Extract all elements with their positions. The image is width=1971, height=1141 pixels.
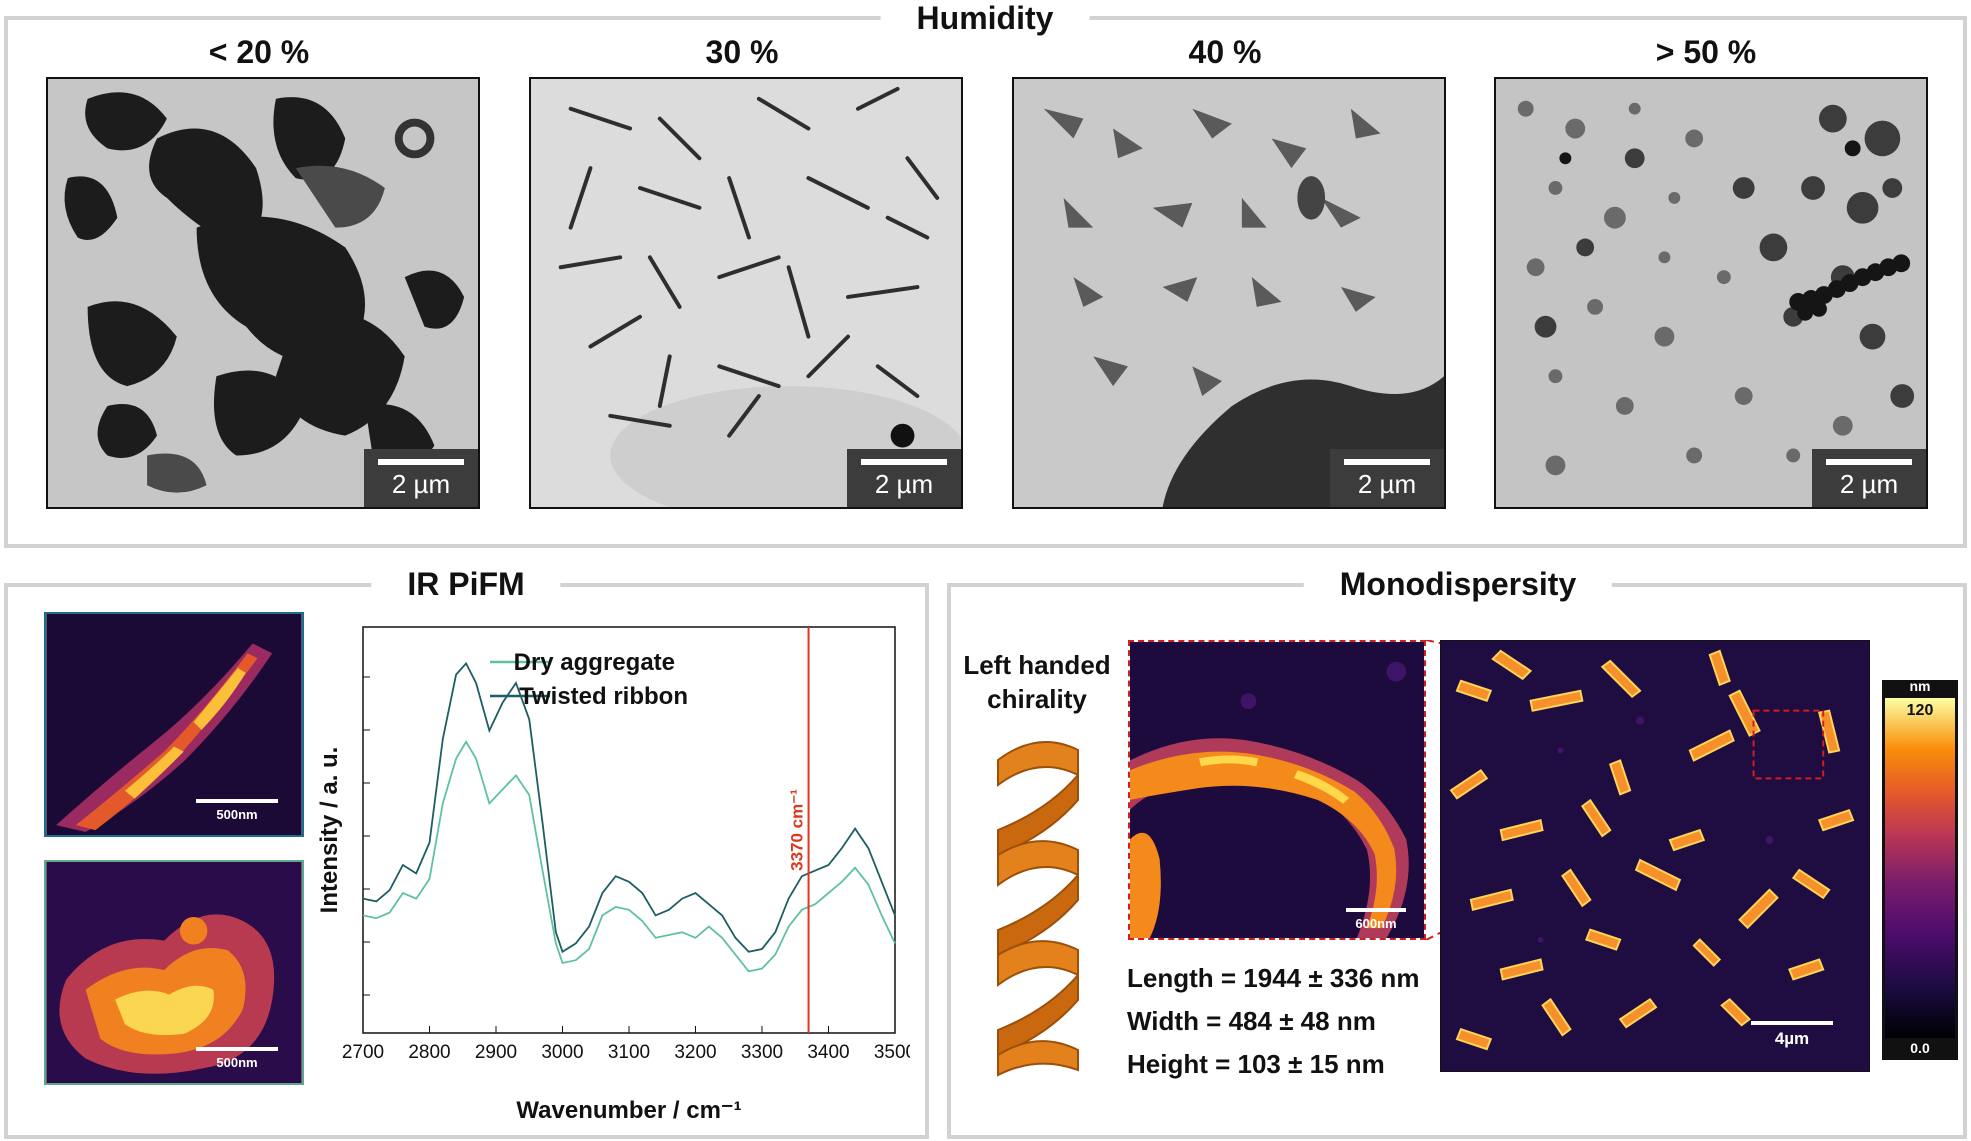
tem-image-40: 2 µm: [1012, 77, 1446, 509]
x-tick-label: 3300: [741, 1042, 783, 1063]
series-line-1: [362, 740, 896, 973]
chirality-label-line-2: chirality: [987, 684, 1087, 714]
x-axis-label: Wavenumber / cm⁻¹: [516, 1097, 741, 1124]
humidity-title: Humidity: [880, 0, 1090, 36]
ir-spectrum-chart: 2700 2800 2900 3000 3100 3200 3300 3400 3500 337…: [316, 626, 910, 1124]
humidity-label-2: 30 %: [705, 34, 779, 70]
x-tick-label: 3400: [807, 1042, 849, 1063]
x-tick-label: 3500: [874, 1042, 910, 1063]
humidity-label-4: > 50 %: [1655, 34, 1757, 70]
legend-series-1: Dry aggregate: [514, 649, 675, 676]
colorbar-unit: nm: [1909, 678, 1931, 694]
y-axis-label: Intensity / a. u.: [316, 747, 343, 914]
humidity-label-3: 40 %: [1188, 34, 1262, 70]
scale-bar-3: 2 µm: [1330, 449, 1444, 507]
left-handed-helix-illustration: [997, 741, 1079, 1077]
height-stat: Height = 103 ± 15 nm: [1127, 1049, 1385, 1079]
x-tick-label: 2700: [342, 1042, 384, 1063]
humidity-label-1: < 20 %: [208, 34, 310, 70]
colorbar-min: 0.0: [1910, 1040, 1930, 1056]
marker-label: 3370 cm⁻¹: [788, 789, 807, 871]
afm-overview-image: 4µm: [1440, 640, 1870, 1072]
afm-bottom-scale-label: 500nm: [216, 1055, 258, 1070]
chirality-label-line-1: Left handed: [963, 650, 1111, 680]
afm-image-twisted-ribbon: 500nm: [44, 612, 304, 837]
tem-image-below-20: 2 µm: [46, 77, 480, 509]
x-tick-label: 3200: [674, 1042, 716, 1063]
scale-bar-4: 2 µm: [1812, 449, 1926, 507]
scale-bar-2: 2 µm: [847, 449, 961, 507]
tem-image-30: 2 µm: [529, 77, 963, 509]
height-colorbar: nm 120 0.0: [1882, 678, 1958, 1060]
series-line-2: [362, 661, 896, 954]
x-tick-label: 2800: [408, 1042, 450, 1063]
tem-image-above-50: 2 µm: [1494, 77, 1928, 509]
scale-bar-1: 2 µm: [364, 449, 478, 507]
chirality-label: Left handed chirality: [953, 648, 1121, 716]
afm-image-dry-aggregate: 500nm: [44, 860, 304, 1085]
legend-series-2: Twisted ribbon: [519, 683, 688, 710]
x-tick-label: 2900: [475, 1042, 517, 1063]
zoom-scale-label: 600nm: [1355, 916, 1397, 931]
length-stat: Length = 1944 ± 336 nm: [1127, 963, 1420, 993]
overview-scale-label: 4µm: [1774, 1029, 1810, 1048]
ir-pifm-title: IR PiFM: [371, 566, 561, 602]
monodispersity-title: Monodispersity: [1303, 566, 1613, 602]
x-tick-label: 3100: [608, 1042, 650, 1063]
chart-legend: Dry aggregate Twisted ribbon: [490, 649, 688, 710]
afm-top-scale-label: 500nm: [216, 807, 258, 822]
afm-zoom-image: 600nm: [1128, 640, 1426, 940]
x-tick-label: 3000: [541, 1042, 583, 1063]
colorbar-max: 120: [1906, 702, 1934, 719]
width-stat: Width = 484 ± 48 nm: [1127, 1006, 1376, 1036]
